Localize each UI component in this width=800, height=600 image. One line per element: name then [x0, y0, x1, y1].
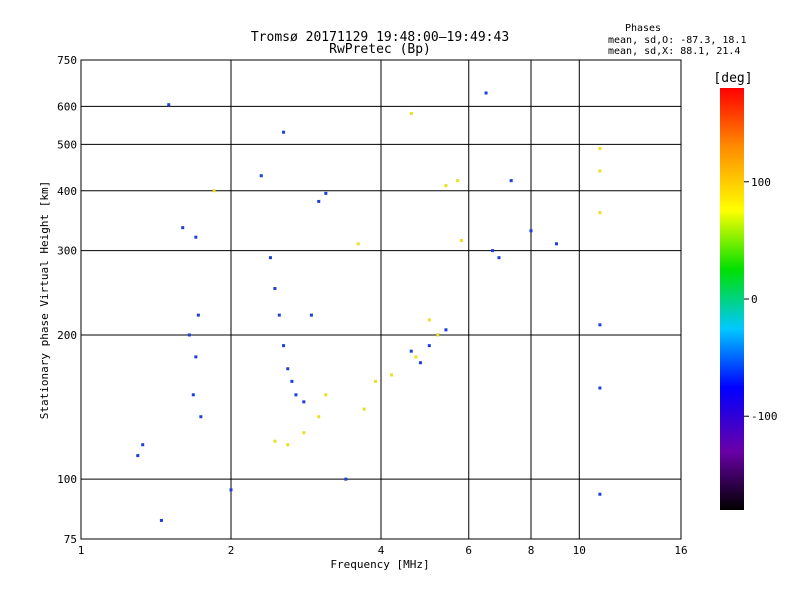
data-point: [324, 191, 328, 195]
y-tick-label: 100: [57, 473, 77, 486]
x-tick-label: 8: [528, 544, 535, 557]
data-point: [418, 361, 422, 365]
stats-heading: Phases: [625, 23, 661, 34]
data-point: [374, 379, 378, 383]
data-point: [181, 226, 185, 230]
data-point: [529, 229, 533, 233]
data-point: [414, 355, 418, 359]
y-tick-labels: 75 100 200 300 400 500 600 750: [57, 54, 77, 546]
data-point: [286, 367, 290, 371]
data-point: [456, 179, 460, 183]
y-tick-label: 750: [57, 54, 77, 67]
data-point: [212, 189, 216, 193]
chart-subtitle: RwPretec (Bp): [329, 42, 431, 57]
data-point: [167, 103, 171, 107]
x-tick-label: 10: [573, 544, 586, 557]
data-point: [509, 179, 513, 183]
y-tick-label: 200: [57, 329, 77, 342]
data-point: [309, 313, 313, 317]
data-point: [191, 393, 195, 397]
colorbar-tick-label: 0: [751, 293, 758, 306]
data-point: [317, 415, 321, 419]
data-points: [136, 91, 602, 522]
data-point: [302, 400, 306, 404]
y-tick-label: 300: [57, 245, 77, 258]
y-tick-label: 400: [57, 185, 77, 198]
x-tick-label: 2: [228, 544, 235, 557]
y-tick-label: 600: [57, 100, 77, 113]
data-point: [317, 199, 321, 203]
data-point: [444, 328, 448, 332]
data-point: [196, 313, 200, 317]
data-point: [344, 477, 348, 481]
x-tick-label: 1: [78, 544, 85, 557]
x-tick-label: 16: [674, 544, 687, 557]
data-point: [598, 492, 602, 496]
data-point: [427, 318, 431, 322]
data-point: [302, 431, 306, 435]
data-point: [194, 355, 198, 359]
data-point: [277, 313, 281, 317]
data-point: [273, 439, 277, 443]
data-point: [294, 393, 298, 397]
data-point: [598, 147, 602, 151]
data-point: [136, 454, 140, 458]
colorbar-label: [deg]: [713, 71, 752, 86]
data-point: [491, 249, 495, 253]
data-point: [282, 344, 286, 348]
data-point: [229, 488, 233, 492]
colorbar-ticks: 100 0 -100: [744, 176, 778, 423]
data-point: [390, 373, 394, 377]
data-point: [497, 256, 501, 260]
data-point: [356, 242, 360, 246]
data-point: [259, 174, 263, 178]
data-point: [273, 287, 277, 291]
data-point: [268, 256, 272, 260]
x-axis-label: Frequency [MHz]: [330, 558, 429, 571]
data-point: [141, 443, 145, 447]
y-axis-label: Stationary phase Virtual Height [km]: [38, 181, 51, 419]
data-point: [409, 111, 413, 115]
data-point: [484, 91, 488, 95]
data-point: [598, 386, 602, 390]
chart-title: Tromsø 20171129 19:48:00—19:49:43: [251, 30, 509, 45]
colorbar-tick-label: -100: [751, 410, 778, 423]
data-point: [598, 323, 602, 327]
grid-layer: [81, 60, 681, 539]
y-tick-label: 75: [64, 533, 77, 546]
data-point: [436, 333, 440, 337]
stats-line-o: mean, sd,O: -87.3, 18.1: [608, 35, 746, 46]
x-tick-labels: 1 2 4 6 8 10 16: [78, 544, 688, 557]
colorbar: [720, 88, 744, 510]
data-point: [286, 443, 290, 447]
data-point: [554, 242, 558, 246]
data-point: [159, 518, 163, 522]
data-point: [409, 349, 413, 353]
data-point: [459, 238, 463, 242]
data-point: [199, 415, 203, 419]
stats-line-x: mean, sd,X: 88.1, 21.4: [608, 46, 740, 57]
data-point: [444, 184, 448, 188]
x-tick-label: 6: [465, 544, 472, 557]
data-point: [362, 407, 366, 411]
data-point: [290, 379, 294, 383]
y-tick-label: 500: [57, 138, 77, 151]
x-tick-label: 4: [378, 544, 385, 557]
colorbar-tick-label: 100: [751, 176, 771, 189]
data-point: [187, 333, 191, 337]
data-point: [598, 169, 602, 173]
data-point: [427, 344, 431, 348]
data-point: [194, 235, 198, 239]
data-point: [282, 130, 286, 134]
data-point: [324, 393, 328, 397]
data-point: [598, 211, 602, 215]
